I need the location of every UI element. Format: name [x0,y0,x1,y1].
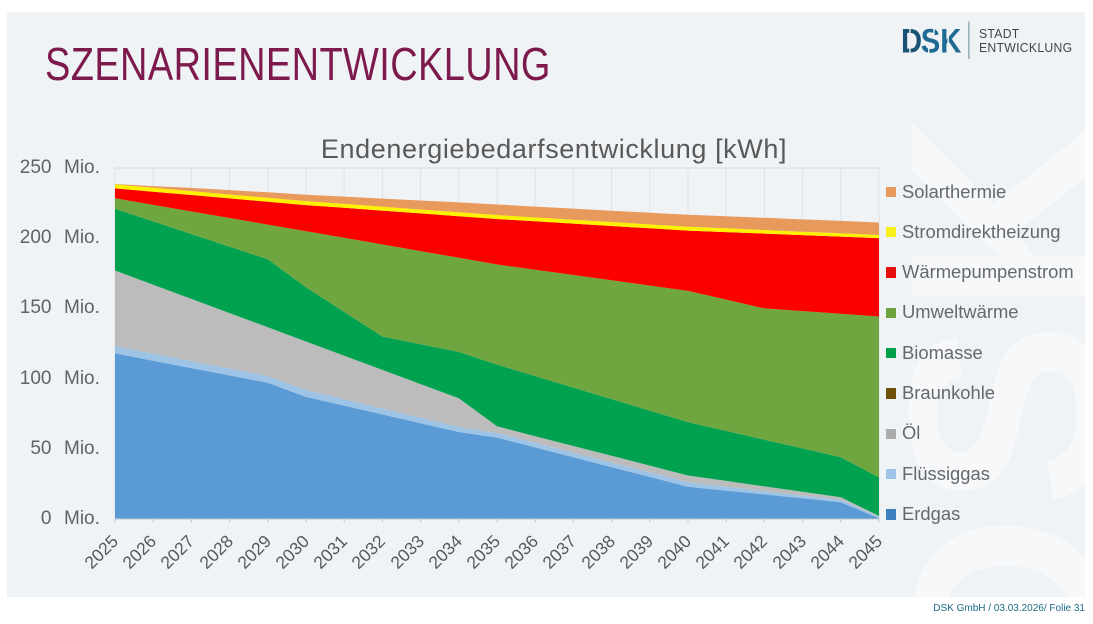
svg-text:D: D [901,21,922,60]
svg-text:SK: SK [921,21,962,60]
